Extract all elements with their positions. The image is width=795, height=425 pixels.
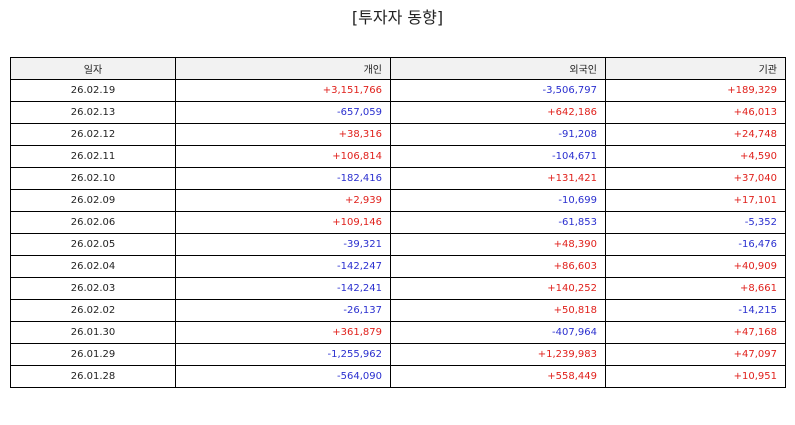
cell-date: 26.02.19	[10, 79, 176, 102]
cell-foreign: -91,208	[390, 123, 606, 146]
cell-foreign: +558,449	[390, 365, 606, 388]
table-row: 26.02.19 +3,151,766 -3,506,797 +189,329	[10, 79, 786, 102]
table-row: 26.02.11 +106,814 -104,671 +4,590	[10, 145, 786, 168]
table-row: 26.02.13 -657,059 +642,186 +46,013	[10, 101, 786, 124]
cell-individual: +38,316	[175, 123, 391, 146]
table-row: 26.02.03 -142,241 +140,252 +8,661	[10, 277, 786, 300]
cell-individual: -1,255,962	[175, 343, 391, 366]
cell-foreign: +642,186	[390, 101, 606, 124]
cell-foreign: +86,603	[390, 255, 606, 278]
cell-date: 26.02.11	[10, 145, 176, 168]
table-row: 26.02.12 +38,316 -91,208 +24,748	[10, 123, 786, 146]
cell-foreign: +1,239,983	[390, 343, 606, 366]
table-row: 26.02.06 +109,146 -61,853 -5,352	[10, 211, 786, 234]
table-row: 26.02.04 -142,247 +86,603 +40,909	[10, 255, 786, 278]
cell-individual: -142,241	[175, 277, 391, 300]
cell-date: 26.02.03	[10, 277, 176, 300]
cell-institution: +47,168	[605, 321, 786, 344]
cell-institution: +46,013	[605, 101, 786, 124]
table-row: 26.01.30 +361,879 -407,964 +47,168	[10, 321, 786, 344]
table-header-row: 일자 개인 외국인 기관	[10, 57, 786, 80]
cell-institution: +10,951	[605, 365, 786, 388]
cell-foreign: -10,699	[390, 189, 606, 212]
cell-institution: +189,329	[605, 79, 786, 102]
cell-institution: -5,352	[605, 211, 786, 234]
cell-institution: -14,215	[605, 299, 786, 322]
cell-institution: +40,909	[605, 255, 786, 278]
cell-institution: -16,476	[605, 233, 786, 256]
table-row: 26.01.29 -1,255,962 +1,239,983 +47,097	[10, 343, 786, 366]
header-date: 일자	[10, 57, 176, 80]
cell-institution: +4,590	[605, 145, 786, 168]
header-foreign: 외국인	[390, 57, 606, 80]
cell-foreign: +48,390	[390, 233, 606, 256]
cell-date: 26.02.04	[10, 255, 176, 278]
investor-trend-table: 일자 개인 외국인 기관 26.02.19 +3,151,766 -3,506,79…	[10, 57, 786, 388]
cell-individual: +2,939	[175, 189, 391, 212]
cell-individual: -182,416	[175, 167, 391, 190]
cell-foreign: -3,506,797	[390, 79, 606, 102]
table-body: 26.02.19 +3,151,766 -3,506,797 +189,329 26.0…	[10, 79, 786, 388]
cell-date: 26.01.29	[10, 343, 176, 366]
cell-institution: +17,101	[605, 189, 786, 212]
cell-date: 26.02.02	[10, 299, 176, 322]
table-row: 26.01.28 -564,090 +558,449 +10,951	[10, 365, 786, 388]
cell-individual: +109,146	[175, 211, 391, 234]
cell-individual: +106,814	[175, 145, 391, 168]
cell-individual: -26,137	[175, 299, 391, 322]
cell-individual: -39,321	[175, 233, 391, 256]
table-row: 26.02.09 +2,939 -10,699 +17,101	[10, 189, 786, 212]
cell-foreign: -104,671	[390, 145, 606, 168]
cell-date: 26.02.12	[10, 123, 176, 146]
cell-individual: -142,247	[175, 255, 391, 278]
cell-foreign: +131,421	[390, 167, 606, 190]
cell-institution: +47,097	[605, 343, 786, 366]
cell-individual: -657,059	[175, 101, 391, 124]
cell-foreign: +50,818	[390, 299, 606, 322]
cell-date: 26.02.06	[10, 211, 176, 234]
table-row: 26.02.02 -26,137 +50,818 -14,215	[10, 299, 786, 322]
cell-date: 26.02.13	[10, 101, 176, 124]
cell-date: 26.02.09	[10, 189, 176, 212]
cell-date: 26.02.10	[10, 167, 176, 190]
page-title: [투자자 동향]	[351, 8, 444, 27]
cell-date: 26.01.28	[10, 365, 176, 388]
cell-foreign: +140,252	[390, 277, 606, 300]
cell-institution: +37,040	[605, 167, 786, 190]
cell-institution: +8,661	[605, 277, 786, 300]
table-row: 26.02.05 -39,321 +48,390 -16,476	[10, 233, 786, 256]
cell-individual: +3,151,766	[175, 79, 391, 102]
cell-date: 26.02.05	[10, 233, 176, 256]
cell-date: 26.01.30	[10, 321, 176, 344]
header-individual: 개인	[175, 57, 391, 80]
cell-individual: -564,090	[175, 365, 391, 388]
header-institution: 기관	[605, 57, 786, 80]
cell-foreign: -61,853	[390, 211, 606, 234]
cell-institution: +24,748	[605, 123, 786, 146]
table-row: 26.02.10 -182,416 +131,421 +37,040	[10, 167, 786, 190]
cell-individual: +361,879	[175, 321, 391, 344]
cell-foreign: -407,964	[390, 321, 606, 344]
